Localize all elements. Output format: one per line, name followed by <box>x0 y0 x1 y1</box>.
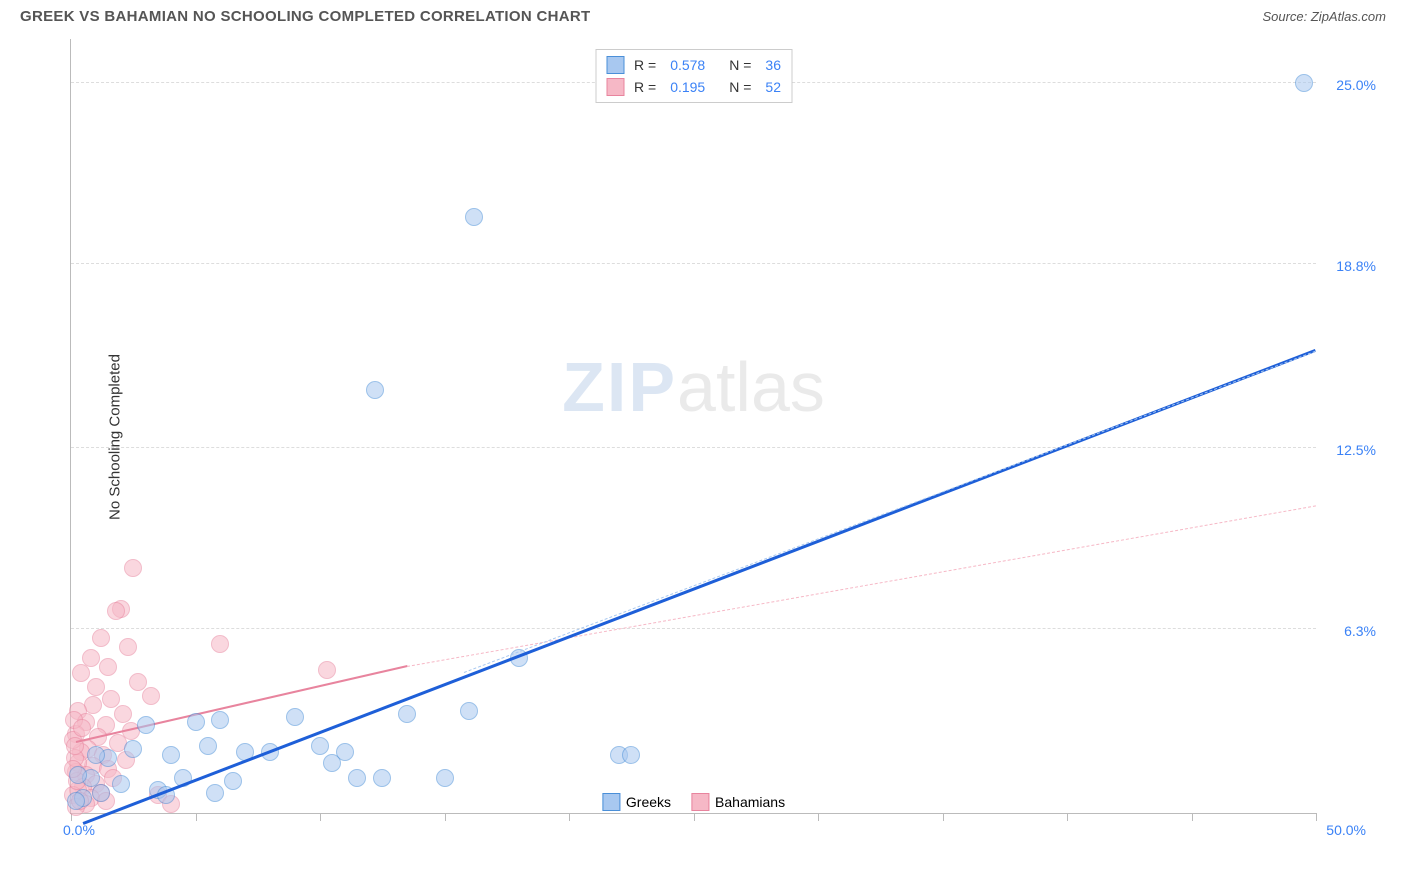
x-tick <box>445 813 446 821</box>
n-label: N = <box>729 57 751 73</box>
x-tick <box>818 813 819 821</box>
n-value-bahamians: 52 <box>765 79 781 95</box>
bahamians-label: Bahamians <box>715 794 785 810</box>
watermark-atlas: atlas <box>677 348 825 426</box>
greeks-point <box>348 769 366 787</box>
legend-item-bahamians: Bahamians <box>691 793 785 811</box>
r-label: R = <box>634 79 656 95</box>
x-axis-min-label: 0.0% <box>63 822 95 838</box>
greeks-point <box>336 743 354 761</box>
greeks-point <box>224 772 242 790</box>
plot-area: ZIPatlas R = 0.578 N = 36 R = 0.195 N = … <box>70 39 1316 814</box>
bahamians-point <box>114 705 132 723</box>
greeks-point <box>162 746 180 764</box>
gridline <box>71 447 1316 448</box>
gridline <box>71 263 1316 264</box>
correlation-legend: R = 0.578 N = 36 R = 0.195 N = 52 <box>595 49 792 103</box>
greeks-swatch <box>606 56 624 74</box>
greeks-point <box>187 713 205 731</box>
x-tick <box>694 813 695 821</box>
x-tick <box>943 813 944 821</box>
x-tick <box>196 813 197 821</box>
watermark-zip: ZIP <box>562 348 677 426</box>
bahamians-point <box>124 559 142 577</box>
n-value-greeks: 36 <box>765 57 781 73</box>
n-label: N = <box>729 79 751 95</box>
bahamians-point <box>73 719 91 737</box>
greeks-point <box>622 746 640 764</box>
x-axis-max-label: 50.0% <box>1326 822 1366 838</box>
greeks-point <box>211 711 229 729</box>
chart-title: GREEK VS BAHAMIAN NO SCHOOLING COMPLETED… <box>20 8 590 25</box>
bahamians-point <box>92 629 110 647</box>
watermark: ZIPatlas <box>562 347 825 427</box>
chart-container: No Schooling Completed ZIPatlas R = 0.57… <box>20 29 1386 844</box>
greeks-point <box>366 381 384 399</box>
x-tick <box>569 813 570 821</box>
greeks-label: Greeks <box>626 794 671 810</box>
bahamians-point <box>99 658 117 676</box>
bahamians-point <box>142 687 160 705</box>
chart-header: GREEK VS BAHAMIAN NO SCHOOLING COMPLETED… <box>0 0 1406 29</box>
y-tick-label: 6.3% <box>1344 623 1376 639</box>
source-value: ZipAtlas.com <box>1311 9 1386 24</box>
r-label: R = <box>634 57 656 73</box>
x-tick <box>320 813 321 821</box>
greeks-point <box>112 775 130 793</box>
greeks-point <box>436 769 454 787</box>
y-tick-label: 18.8% <box>1336 258 1376 274</box>
x-tick <box>1192 813 1193 821</box>
greeks-point <box>92 784 110 802</box>
legend-item-greeks: Greeks <box>602 793 671 811</box>
greeks-point <box>465 208 483 226</box>
bahamians-trendline-solid <box>76 665 408 743</box>
r-value-greeks: 0.578 <box>670 57 705 73</box>
greeks-point <box>199 737 217 755</box>
bahamians-point <box>72 664 90 682</box>
source-attribution: Source: ZipAtlas.com <box>1262 9 1386 24</box>
greeks-point <box>67 792 85 810</box>
gridline <box>71 628 1316 629</box>
greeks-point <box>460 702 478 720</box>
greeks-point <box>87 746 105 764</box>
legend-row-greeks: R = 0.578 N = 36 <box>606 54 781 76</box>
series-legend: Greeks Bahamians <box>602 793 785 811</box>
greeks-point <box>398 705 416 723</box>
r-value-bahamians: 0.195 <box>670 79 705 95</box>
bahamians-point <box>211 635 229 653</box>
y-tick-label: 25.0% <box>1336 77 1376 93</box>
greeks-point <box>311 737 329 755</box>
bahamians-point <box>318 661 336 679</box>
y-tick-label: 12.5% <box>1336 442 1376 458</box>
greeks-trendline-dashed <box>464 351 1316 673</box>
greeks-point <box>1295 74 1313 92</box>
greeks-point <box>69 766 87 784</box>
greeks-point <box>124 740 142 758</box>
greeks-point <box>137 716 155 734</box>
bahamians-swatch <box>691 793 709 811</box>
legend-row-bahamians: R = 0.195 N = 52 <box>606 76 781 98</box>
source-label: Source: <box>1262 9 1310 24</box>
greeks-point <box>206 784 224 802</box>
x-tick <box>1067 813 1068 821</box>
greeks-point <box>286 708 304 726</box>
greeks-point <box>373 769 391 787</box>
bahamians-point <box>119 638 137 656</box>
bahamians-swatch <box>606 78 624 96</box>
bahamians-point <box>107 602 125 620</box>
greeks-swatch <box>602 793 620 811</box>
x-tick <box>1316 813 1317 821</box>
